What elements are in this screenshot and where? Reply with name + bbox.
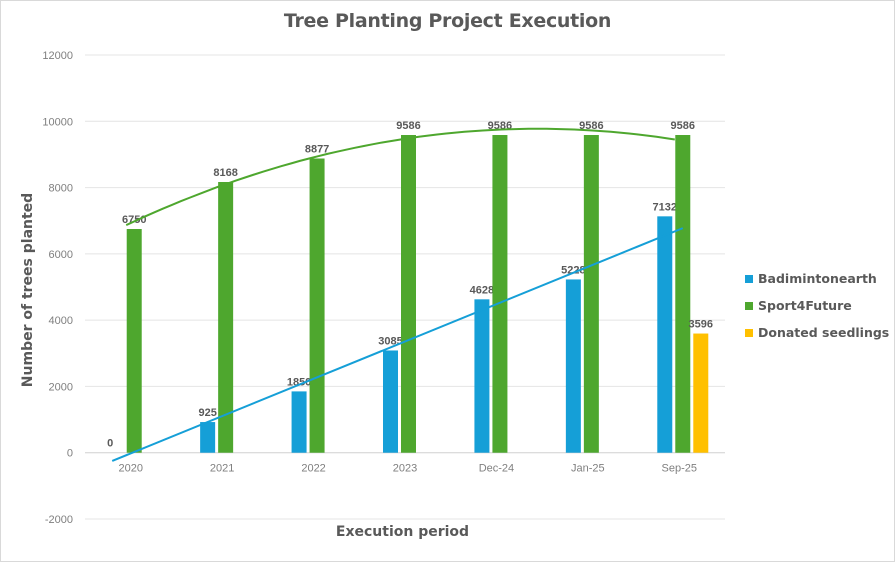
data-label: 3596 [689,319,713,331]
x-tick-label: 2020 [118,463,142,475]
y-tick-label: 0 [67,448,73,460]
y-tick-label: 6000 [49,249,73,261]
legend-swatch [745,301,753,310]
bar-badimintonearth [657,216,673,453]
legend-swatch [745,274,753,283]
legend: Badimintonearth Sport4Future Donated see… [745,265,889,346]
bar-sport4future [401,135,416,453]
bar-badimintonearth [291,391,307,453]
legend-label: Sport4Future [758,298,852,313]
x-tick-label: Sep-25 [662,463,697,475]
data-label: 8877 [305,144,329,156]
y-tick-label: 4000 [49,315,73,327]
bar-sport4future [583,135,599,453]
bar-badimintonearth [383,350,398,453]
x-axis-label: Execution period [335,524,470,540]
x-tick-label: Dec-24 [479,463,514,475]
data-label: 8168 [213,167,237,179]
x-tick-label: 2023 [393,463,417,475]
bar-sport4future [126,229,142,453]
data-label: 9586 [671,120,695,132]
chart-title: Tree Planting Project Execution [283,10,612,32]
bar-badimintonearth [474,299,490,453]
x-tick-label: 2022 [301,463,325,475]
legend-item-donated-seedlings: Donated seedlings [745,319,889,346]
data-label: 3085 [378,335,402,347]
bar-sport4future [675,135,691,453]
bar-sport4future [218,182,234,453]
data-label: 6750 [122,214,146,226]
data-label: 9586 [396,120,420,132]
bar-sport4future [492,135,508,453]
y-tick-label: 8000 [49,183,73,195]
data-label: 925 [198,407,216,419]
data-label: 0 [107,438,113,450]
legend-item-sport4future: Sport4Future [745,292,889,319]
data-label: 7132 [653,201,677,213]
y-tick-label: -2000 [45,514,73,526]
data-label: 1850 [287,376,311,388]
bar-donated-seedlings [693,333,709,453]
bar-badimintonearth [200,422,216,453]
bar-badimintonearth [565,279,581,453]
trendline-sport4future [125,127,675,227]
data-label: 5228 [561,264,585,276]
x-tick-label: Jan-25 [571,463,605,475]
trendline-badimintonearth [111,227,684,462]
legend-swatch [745,328,753,337]
x-tick-label: 2021 [210,463,234,475]
y-tick-label: 10000 [42,116,73,128]
data-label: 9586 [579,120,603,132]
y-tick-label: 12000 [42,50,73,62]
legend-item-badimintonearth: Badimintonearth [745,265,889,292]
legend-label: Donated seedlings [758,325,890,340]
bar-sport4future [309,158,325,453]
legend-label: Badimintonearth [758,271,877,286]
y-tick-label: 2000 [49,381,73,393]
data-label: 4628 [470,284,494,296]
